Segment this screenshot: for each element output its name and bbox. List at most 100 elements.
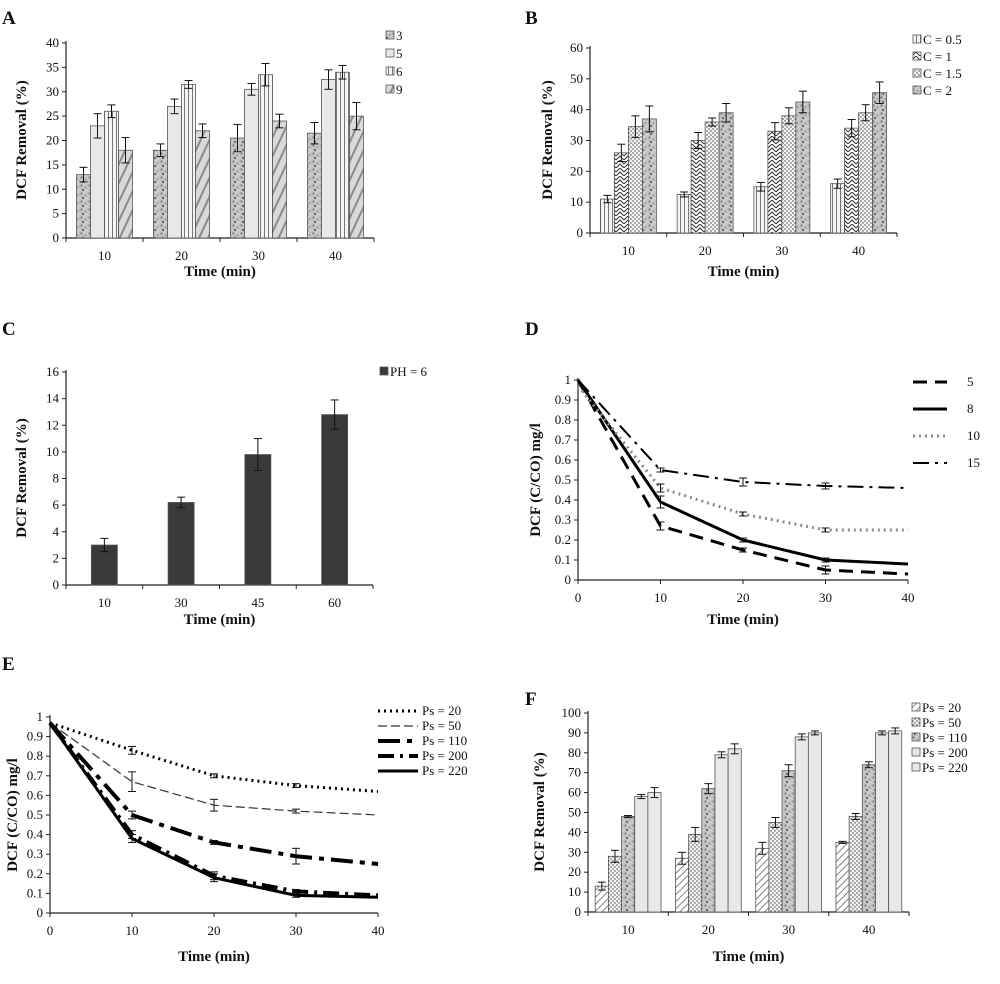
x-tick-label: 40 (902, 590, 915, 605)
y-tick-label: 100 (562, 705, 582, 720)
legend-label: 6 (396, 64, 403, 79)
bar (714, 754, 729, 913)
bar (794, 736, 809, 913)
x-tick-label: 10 (126, 923, 139, 938)
legend-label: Ps = 20 (922, 700, 961, 715)
y-tick-label: 0.7 (27, 768, 44, 783)
y-tick-label: 0.9 (27, 729, 43, 744)
y-tick-label: 5 (53, 206, 60, 221)
y-axis-title: DCF Removal (%) (540, 80, 556, 199)
y-tick-label: 0 (37, 905, 44, 920)
bar (153, 149, 168, 239)
y-tick-label: 10 (46, 181, 59, 196)
bar (321, 79, 336, 239)
panel-letter: B (525, 8, 538, 29)
bar (768, 822, 783, 913)
legend-swatch (911, 747, 921, 757)
y-tick-label: 10 (46, 444, 59, 459)
legend-swatch (912, 34, 922, 44)
x-tick-label: 20 (702, 922, 715, 937)
legend-swatch (385, 30, 395, 40)
legend-label: Ps = 220 (922, 760, 968, 775)
x-tick-label: 30 (782, 922, 795, 937)
y-tick-label: 0.3 (27, 846, 43, 861)
bar (647, 792, 662, 913)
y-tick-label: 80 (568, 745, 581, 760)
series-line (576, 379, 909, 576)
y-tick-label: 0.5 (555, 472, 571, 487)
legend-label: Ps = 200 (422, 748, 468, 763)
y-tick-label: 0.2 (555, 532, 571, 547)
panel-letter: E (2, 654, 15, 675)
bar (607, 855, 622, 913)
bar (181, 84, 196, 239)
bar (599, 198, 615, 234)
bar (634, 796, 649, 913)
chart-panel-f: F DCF Removal (%) Time (min) 0 10 20 30 40 50 60 7… (525, 689, 968, 965)
y-tick-label: 50 (568, 805, 581, 820)
x-tick-label: 20 (737, 590, 750, 605)
x-axis-title: Time (min) (713, 949, 785, 965)
y-tick-label: 0 (53, 230, 60, 245)
legend-label: C = 2 (923, 83, 952, 98)
x-tick-label: 0 (47, 923, 54, 938)
panel-letter: C (2, 319, 16, 340)
x-axis-title: Time (min) (707, 612, 779, 628)
bar (727, 748, 742, 913)
bar (872, 92, 888, 234)
y-tick-label: 10 (568, 884, 581, 899)
bar (701, 788, 716, 913)
series-line (49, 721, 379, 793)
bar (244, 88, 259, 239)
bar (676, 194, 692, 234)
bar (641, 118, 657, 234)
series-line (576, 385, 908, 532)
bar (688, 833, 703, 913)
legend-label: 3 (396, 28, 403, 43)
bar (875, 732, 890, 913)
y-tick-label: 30 (568, 844, 581, 859)
bar (690, 140, 706, 234)
x-tick-label: 0 (575, 590, 582, 605)
bar (167, 502, 195, 586)
panel-letter: D (525, 319, 539, 340)
y-tick-label: 8 (53, 471, 60, 486)
y-tick-label: 0 (575, 904, 582, 919)
chart-panel-e: E DCF (C/CO) mg/l Time (min) 0 0.1 0.2 0.3 0.4 0… (2, 654, 468, 965)
legend-swatch (912, 51, 922, 61)
legend-label: Ps = 110 (922, 730, 967, 745)
y-tick-label: 0.8 (555, 412, 571, 427)
x-tick-label: 30 (290, 923, 303, 938)
bar (781, 115, 797, 234)
y-tick-label: 0.6 (555, 452, 572, 467)
bar (230, 137, 245, 239)
y-tick-label: 40 (46, 35, 59, 50)
y-tick-label: 2 (53, 550, 60, 565)
y-tick-label: 0.6 (27, 787, 44, 802)
chart-panel-d: D DCF (C/CO) mg/l Time (min) 0 0.1 0.2 0.3 0.4 0… (525, 319, 980, 628)
bar (195, 130, 210, 239)
x-tick-label: 40 (329, 248, 342, 263)
legend-swatch (911, 702, 921, 712)
bar (807, 732, 822, 913)
y-axis-title: DCF Removal (%) (532, 752, 548, 871)
y-axis-title: DCF (C/CO) mg/l (5, 758, 21, 872)
bar (858, 112, 874, 234)
legend-swatch (911, 762, 921, 772)
y-tick-label: 0.1 (27, 885, 43, 900)
bar (835, 841, 850, 913)
y-tick-label: 20 (46, 133, 59, 148)
y-tick-label: 0.4 (555, 492, 572, 507)
legend-label: Ps = 200 (922, 745, 968, 760)
y-tick-label: 10 (570, 194, 583, 209)
x-axis-title: Time (min) (708, 264, 780, 280)
x-tick-label: 10 (654, 590, 667, 605)
bar (90, 125, 105, 239)
y-tick-label: 20 (570, 163, 583, 178)
y-tick-label: 0.3 (555, 512, 571, 527)
y-tick-label: 40 (570, 102, 583, 117)
series-line (576, 379, 909, 566)
chart-panel-b: B DCF Removal (%) Time (min) 0 10 20 30 40 50 60 1… (525, 8, 962, 280)
bar (781, 770, 796, 913)
